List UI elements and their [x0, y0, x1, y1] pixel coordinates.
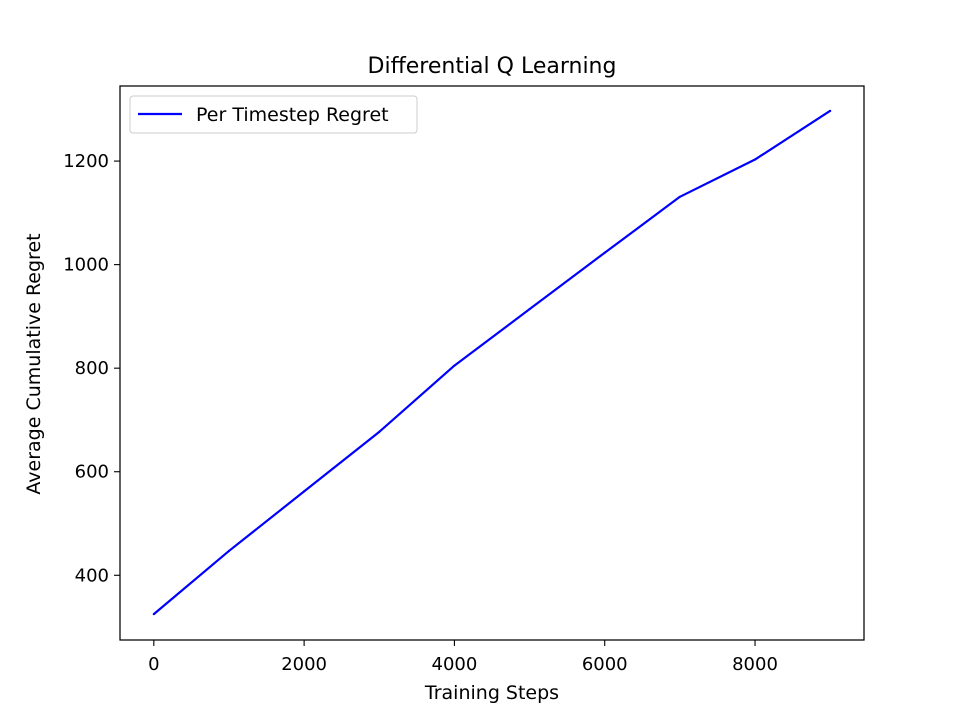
data-point — [303, 490, 306, 493]
y-tick-label: 400 — [75, 565, 109, 586]
x-axis-label: Training Steps — [424, 682, 559, 704]
y-tick-label: 1000 — [63, 255, 109, 276]
legend: Per Timestep Regret — [129, 95, 418, 134]
y-axis-label: Average Cumulative Regret — [23, 233, 45, 494]
legend-box — [129, 95, 418, 134]
data-point — [453, 364, 456, 367]
data-point — [829, 109, 832, 112]
data-point — [378, 430, 381, 433]
series-line-per-timestep-regret — [153, 109, 831, 615]
data-point — [753, 158, 757, 161]
data-point — [678, 195, 681, 198]
plot-area-frame — [119, 85, 865, 641]
data-point — [528, 308, 531, 311]
legend-entry-per-timestep-regret: Per Timestep Regret — [196, 104, 389, 126]
y-tick-label: 800 — [75, 358, 109, 379]
x-tick-label: 4000 — [432, 654, 478, 675]
series-points — [152, 109, 832, 616]
data-point — [227, 549, 231, 553]
x-tick-label: 0 — [148, 654, 159, 675]
x-tick-label: 6000 — [582, 654, 628, 675]
y-tick-label: 600 — [75, 462, 109, 483]
x-tick-label: 8000 — [732, 654, 778, 675]
x-axis-ticks: 0 2000 4000 6000 8000 — [148, 640, 778, 675]
y-axis-ticks: 400 600 800 1000 1200 — [63, 151, 120, 586]
x-tick-label: 2000 — [281, 654, 327, 675]
y-tick-label: 1200 — [63, 151, 109, 172]
data-point — [603, 251, 606, 254]
data-point — [152, 613, 155, 616]
chart-title: Differential Q Learning — [368, 54, 617, 79]
